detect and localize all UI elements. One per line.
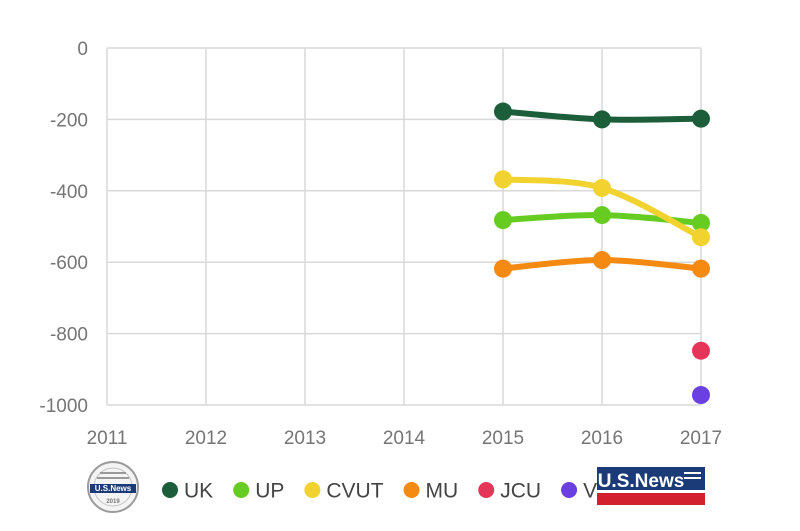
rankings-badge-logo: U.S.News 2019 xyxy=(87,461,139,513)
x-tick-label: 2015 xyxy=(482,428,524,449)
y-tick-label: -600 xyxy=(50,253,88,274)
data-point-up xyxy=(494,211,512,230)
x-tick-label: 2014 xyxy=(383,428,426,449)
data-point-uk xyxy=(593,110,611,129)
y-tick-label: -800 xyxy=(50,325,88,346)
data-point-up xyxy=(692,213,710,232)
x-axis-ticks: 2011 2012 2013 2014 2015 2016 2017 xyxy=(87,428,723,449)
legend-marker-jcu xyxy=(478,482,495,498)
x-tick-label: 2012 xyxy=(185,428,227,449)
legend-marker-vut xyxy=(561,482,578,498)
y-tick-label: -1000 xyxy=(39,396,88,417)
legend-label-up: UP xyxy=(255,480,284,503)
x-tick-label: 2011 xyxy=(87,428,128,449)
legend-label-mu: MU xyxy=(426,480,459,503)
chart-grid xyxy=(106,47,702,406)
data-point-mu xyxy=(494,259,512,278)
data-point-mu xyxy=(692,259,710,278)
data-point-cvut xyxy=(692,228,710,247)
legend-marker-uk xyxy=(162,482,178,498)
data-point-up xyxy=(593,206,611,225)
legend: UKUPCVUTMUJCUVUT xyxy=(162,480,625,503)
badge-brand-text: U.S.News xyxy=(95,484,132,493)
y-tick-label: 0 xyxy=(77,39,88,60)
legend-marker-up xyxy=(233,482,250,498)
legend-marker-mu xyxy=(403,482,420,498)
usnews-brand-logo: U.S.News xyxy=(597,467,705,505)
legend-marker-cvut xyxy=(304,482,321,498)
data-point-cvut xyxy=(494,170,512,189)
series-points xyxy=(494,102,710,405)
brand-logo-text: U.S.News xyxy=(598,471,685,492)
data-point-vut xyxy=(692,386,710,405)
legend-label-uk: UK xyxy=(184,480,213,503)
y-tick-label: -400 xyxy=(50,182,88,203)
legend-label-jcu: JCU xyxy=(500,480,541,503)
data-point-uk xyxy=(692,109,710,128)
legend-label-cvut: CVUT xyxy=(326,480,383,503)
data-point-uk xyxy=(494,102,512,121)
data-point-jcu xyxy=(692,341,710,360)
data-point-mu xyxy=(593,251,611,270)
x-tick-label: 2016 xyxy=(581,428,623,449)
data-point-cvut xyxy=(593,178,611,197)
badge-year-text: 2019 xyxy=(106,499,120,505)
x-tick-label: 2017 xyxy=(680,428,722,449)
y-tick-label: -200 xyxy=(50,110,88,131)
y-axis-ticks: 0 -200 -400 -600 -800 -1000 xyxy=(39,39,88,417)
x-tick-label: 2013 xyxy=(284,428,326,449)
